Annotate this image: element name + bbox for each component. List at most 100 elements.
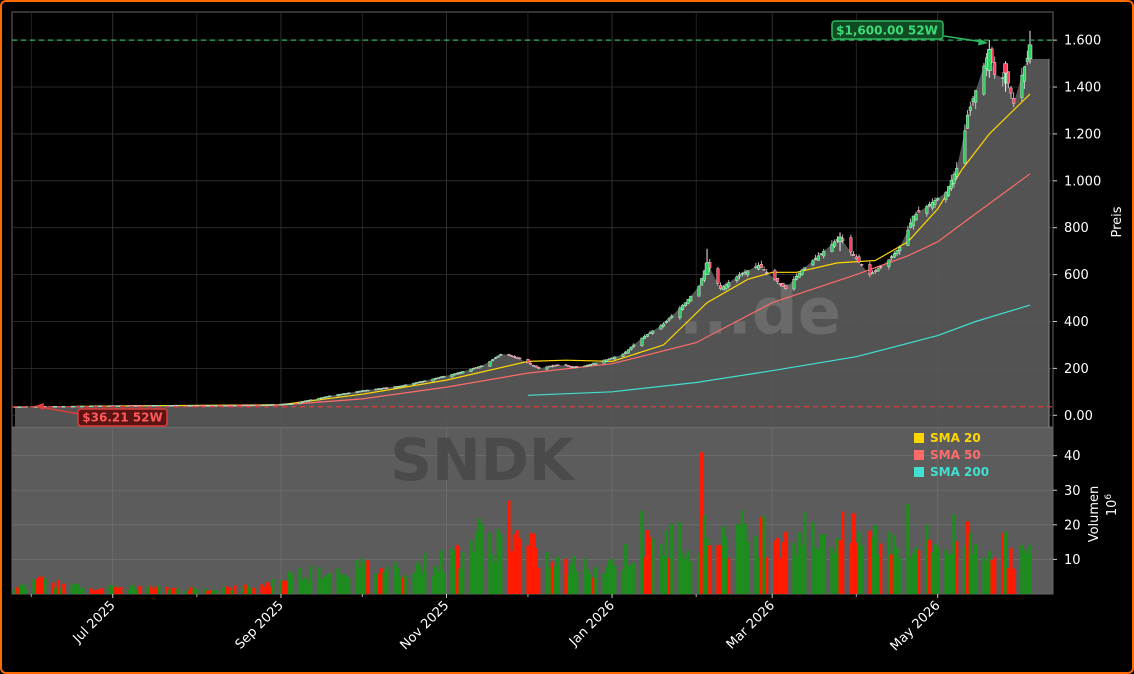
- volume-bar: [51, 582, 55, 594]
- volume-bar: [708, 545, 712, 594]
- candle-body: [800, 269, 804, 276]
- volume-bar: [477, 518, 481, 594]
- candle-body: [279, 403, 283, 406]
- candle-body: [154, 405, 158, 407]
- candle-body: [564, 364, 568, 366]
- volume-bar: [851, 513, 856, 594]
- candle-body: [719, 285, 723, 289]
- candle-body: [670, 315, 674, 318]
- volume-bar: [735, 524, 739, 594]
- volume-bar: [594, 566, 598, 594]
- candle-body: [116, 405, 120, 407]
- volume-bar: [461, 552, 465, 594]
- candle-body: [778, 283, 782, 285]
- volume-bar: [613, 565, 617, 594]
- candle-body: [417, 381, 421, 384]
- volume-bar: [56, 579, 61, 594]
- high-annotation-label: $1,600.00 52W: [836, 24, 938, 38]
- volume-bar: [702, 514, 706, 594]
- volume-bar: [168, 589, 172, 594]
- volume-bar: [830, 547, 834, 594]
- x-axis: Jul 2025 Sep 2025 Nov 2025 Jan 2026 Mar 2026…: [30, 594, 944, 654]
- volume-bar: [173, 588, 177, 594]
- volume-bar: [355, 559, 359, 594]
- volume-bar: [607, 560, 611, 594]
- volume-bar: [553, 566, 557, 594]
- volume-bar: [724, 537, 728, 594]
- candle-body: [740, 273, 744, 275]
- candle-body: [781, 282, 785, 287]
- candle-body: [271, 404, 275, 406]
- volume-bar: [358, 567, 362, 594]
- volume-bar: [797, 532, 801, 594]
- candle-body: [765, 271, 769, 274]
- volume-bar: [757, 556, 761, 594]
- candle-body: [545, 366, 549, 370]
- volume-bar: [18, 585, 23, 594]
- volume-bar: [987, 551, 991, 594]
- candle-body: [54, 406, 58, 408]
- volume-bar: [955, 541, 959, 594]
- candle-key-body-2: [987, 49, 992, 71]
- legend-swatch-sma50: [914, 450, 924, 460]
- volume-bar: [325, 574, 329, 594]
- candle-body: [436, 377, 440, 379]
- volume-bar: [895, 547, 899, 594]
- candle-body: [773, 270, 777, 280]
- volume-bar: [244, 584, 248, 594]
- candle-body: [876, 268, 880, 272]
- volume-bar: [816, 549, 820, 594]
- volume-bar: [781, 541, 785, 594]
- candle-body: [510, 355, 514, 357]
- candle-body: [431, 378, 435, 382]
- volume-bar: [778, 557, 782, 594]
- legend-swatch-sma20: [914, 433, 924, 443]
- volume-bar: [157, 585, 161, 594]
- candle-body: [892, 253, 896, 258]
- volume-bar: [1025, 552, 1029, 594]
- candle-body: [491, 359, 495, 361]
- candle-body: [455, 372, 459, 375]
- high-annotation-arrow: [943, 35, 984, 43]
- candle-body: [648, 332, 652, 334]
- candle-body: [458, 372, 462, 374]
- volume-bar: [116, 587, 120, 594]
- candle-body: [379, 388, 383, 390]
- candle-body: [360, 390, 364, 392]
- volume-bar: [203, 588, 207, 594]
- candle-body: [1025, 57, 1029, 62]
- legend: SMA 20 SMA 50 SMA 200: [914, 431, 989, 479]
- legend-label-sma50: SMA 50: [930, 448, 981, 462]
- candle-body: [173, 404, 177, 407]
- candle-body: [738, 274, 742, 277]
- candle-body: [602, 360, 606, 364]
- volume-bar: [249, 588, 253, 594]
- candle-body: [949, 180, 953, 189]
- candle-body: [659, 325, 663, 330]
- candle-body: [621, 354, 625, 357]
- volume-bar: [73, 583, 77, 594]
- volume-bar: [564, 558, 568, 594]
- volume-bar: [341, 575, 345, 594]
- volume-bar: [1006, 568, 1010, 594]
- volume-bar: [740, 510, 744, 594]
- legend-label-sma20: SMA 20: [930, 431, 981, 445]
- candle-body: [363, 390, 367, 392]
- volume-bar: [301, 579, 305, 594]
- volume-bar: [911, 553, 915, 594]
- candle-body: [879, 266, 883, 268]
- volume-bar: [379, 568, 383, 594]
- candle-body: [632, 344, 636, 347]
- candle-body: [933, 200, 937, 205]
- candle-body: [309, 399, 313, 401]
- candle-body: [819, 253, 823, 255]
- volume-bar: [195, 588, 199, 594]
- candle-body: [974, 90, 978, 103]
- price-tick-label-8: 1.600: [1064, 34, 1101, 49]
- volume-bar: [873, 525, 877, 594]
- candle-body: [686, 299, 690, 305]
- volume-tick-label-2: 30: [1064, 484, 1081, 499]
- candle-body: [89, 405, 93, 408]
- volume-bar: [811, 522, 815, 594]
- volume-bar: [583, 558, 587, 594]
